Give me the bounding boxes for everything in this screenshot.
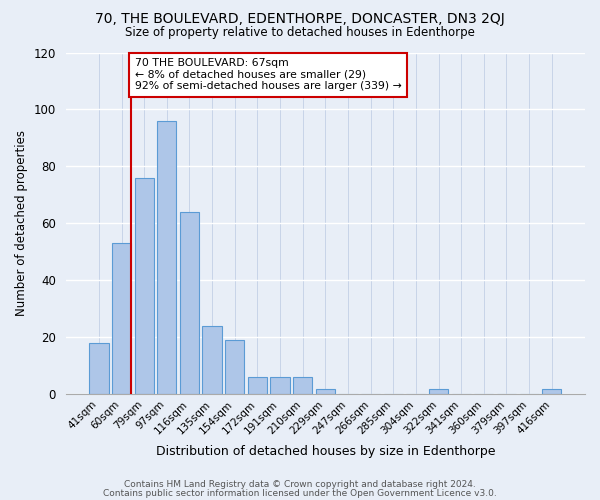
Text: Size of property relative to detached houses in Edenthorpe: Size of property relative to detached ho… — [125, 26, 475, 39]
Bar — [271, 378, 290, 394]
Bar — [180, 212, 199, 394]
Bar — [202, 326, 222, 394]
Bar — [225, 340, 244, 394]
Bar — [542, 388, 562, 394]
Bar — [112, 244, 131, 394]
Text: Contains HM Land Registry data © Crown copyright and database right 2024.: Contains HM Land Registry data © Crown c… — [124, 480, 476, 489]
Text: Contains public sector information licensed under the Open Government Licence v3: Contains public sector information licen… — [103, 488, 497, 498]
Bar — [248, 378, 267, 394]
Text: 70 THE BOULEVARD: 67sqm
← 8% of detached houses are smaller (29)
92% of semi-det: 70 THE BOULEVARD: 67sqm ← 8% of detached… — [134, 58, 401, 92]
Bar — [134, 178, 154, 394]
Y-axis label: Number of detached properties: Number of detached properties — [15, 130, 28, 316]
Bar — [316, 388, 335, 394]
Bar — [293, 378, 313, 394]
X-axis label: Distribution of detached houses by size in Edenthorpe: Distribution of detached houses by size … — [155, 444, 495, 458]
Bar — [429, 388, 448, 394]
Bar — [157, 121, 176, 394]
Text: 70, THE BOULEVARD, EDENTHORPE, DONCASTER, DN3 2QJ: 70, THE BOULEVARD, EDENTHORPE, DONCASTER… — [95, 12, 505, 26]
Bar — [89, 343, 109, 394]
